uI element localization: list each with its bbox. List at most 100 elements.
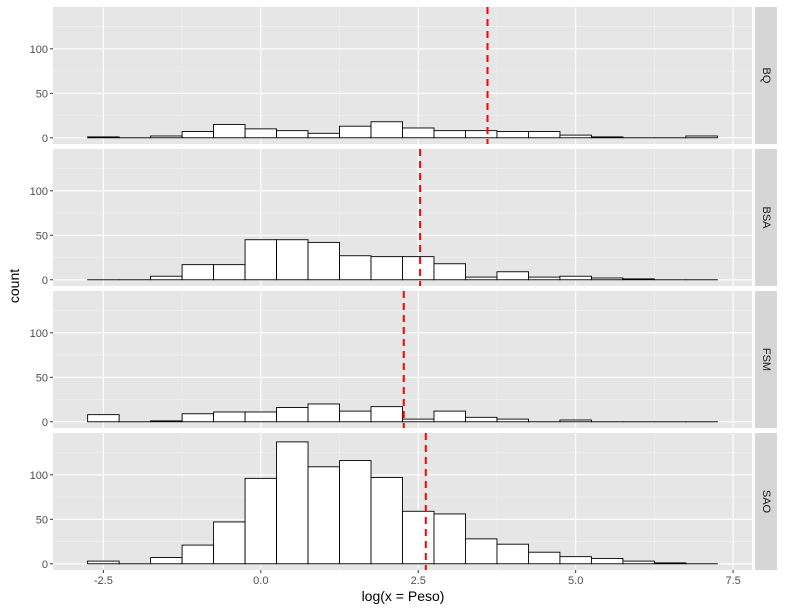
histogram-bar — [307, 466, 340, 565]
histogram-bar — [150, 275, 183, 281]
histogram-bar — [150, 420, 183, 423]
histogram-bar — [402, 256, 435, 281]
histogram-bar — [496, 271, 529, 281]
x-tick-label: 2.5 — [411, 575, 426, 587]
histogram-bar — [465, 416, 498, 423]
histogram-bar — [370, 477, 403, 565]
y-tick-label: 50 — [36, 372, 48, 384]
histogram-bar — [181, 264, 215, 281]
histogram-bar — [465, 276, 498, 281]
y-tick-label: 50 — [36, 230, 48, 242]
histogram-bar — [150, 135, 183, 139]
histogram-bar — [496, 418, 529, 423]
histogram-bar — [244, 477, 278, 565]
y-axis-title: count — [6, 269, 22, 303]
facet-strip — [755, 7, 777, 144]
histogram-bar — [339, 125, 372, 139]
facet-panels: 0 50 100 BQ 0 50 100 BSA 0 50 100 FSM 0 50 100 SAO — [30, 7, 777, 571]
histogram-bar — [465, 538, 498, 565]
histogram-bar — [433, 513, 466, 565]
histogram-bar — [370, 256, 403, 281]
histogram-bar — [339, 410, 372, 423]
x-axis: -2.5 0.0 2.5 5.0 7.5 — [94, 570, 741, 587]
histogram-bar — [590, 277, 624, 281]
histogram-bar — [276, 407, 309, 423]
facet-strip-label: BQ — [760, 68, 772, 84]
histogram-bar — [496, 543, 529, 565]
histogram-bar — [402, 510, 435, 565]
histogram-bar — [559, 275, 592, 281]
facet-strip — [755, 433, 777, 570]
histogram-bar — [559, 419, 592, 423]
histogram-bar — [370, 406, 403, 423]
histogram-bar — [433, 410, 466, 423]
histogram-bars — [87, 403, 718, 423]
histogram-bar — [213, 411, 246, 423]
y-tick-label: 100 — [30, 328, 48, 340]
histogram-bar — [87, 560, 120, 565]
histogram-bar — [150, 557, 183, 565]
facet-bsa: 0 50 100 BSA — [30, 149, 777, 287]
histogram-bar — [433, 263, 466, 281]
y-tick-label: 100 — [30, 470, 48, 482]
y-tick-label: 100 — [30, 44, 48, 56]
histogram-bar — [370, 121, 403, 139]
histogram-bar — [181, 413, 215, 423]
x-tick-label: 0.0 — [253, 575, 268, 587]
y-tick-label: 100 — [30, 186, 48, 198]
histogram-bar — [213, 521, 246, 565]
histogram-bars — [87, 239, 718, 281]
facet-strip — [755, 291, 777, 428]
histogram-bar — [559, 134, 592, 139]
histogram-bar — [622, 278, 655, 281]
histogram-bar — [244, 239, 278, 281]
histogram-bars — [87, 441, 718, 565]
facet-strip-label: FSM — [760, 348, 772, 371]
histogram-bar — [653, 562, 687, 565]
x-tick-label: -2.5 — [94, 575, 113, 587]
histogram-bar — [276, 130, 309, 139]
y-tick-label: 50 — [36, 88, 48, 100]
histogram-bar — [559, 556, 592, 565]
y-tick-label: 0 — [42, 417, 48, 429]
histogram-bar — [244, 128, 278, 139]
y-tick-label: 0 — [42, 559, 48, 571]
histogram-bar — [527, 551, 561, 565]
facet-strip — [755, 149, 777, 286]
x-tick-label: 5.0 — [568, 575, 583, 587]
facet-strip-label: BSA — [760, 206, 772, 229]
facet-sao: 0 50 100 SAO — [30, 433, 777, 571]
y-tick-label: 50 — [36, 514, 48, 526]
histogram-bar — [465, 130, 498, 139]
histogram-bar — [87, 136, 120, 139]
histogram-bar — [213, 123, 246, 139]
histogram-bar — [213, 264, 246, 281]
facet-fsm: 0 50 100 FSM — [30, 291, 777, 429]
histogram-bar — [402, 418, 435, 423]
y-tick-label: 0 — [42, 133, 48, 145]
panel-background — [53, 291, 752, 428]
histogram-bar — [339, 255, 372, 281]
histogram-bar — [496, 131, 529, 139]
histogram-bar — [590, 136, 624, 139]
histogram-bars — [87, 121, 718, 139]
panel-background — [53, 7, 752, 144]
histogram-bar — [527, 276, 561, 281]
histogram-bar — [307, 132, 340, 139]
histogram-bar — [433, 130, 466, 139]
histogram-bar — [622, 560, 655, 565]
y-tick-label: 0 — [42, 275, 48, 287]
histogram-bar — [181, 131, 215, 139]
histogram-bar — [307, 241, 340, 281]
histogram-bar — [590, 557, 624, 565]
histogram-bar — [339, 460, 372, 565]
facet-strip-label: SAO — [760, 490, 772, 514]
histogram-bar — [527, 131, 561, 139]
histogram-bar — [87, 414, 120, 423]
histogram-bar — [276, 239, 309, 281]
histogram-bar — [244, 411, 278, 423]
facet-bq: 0 50 100 BQ — [30, 7, 777, 145]
x-tick-label: 7.5 — [725, 575, 740, 587]
histogram-bar — [307, 403, 340, 423]
